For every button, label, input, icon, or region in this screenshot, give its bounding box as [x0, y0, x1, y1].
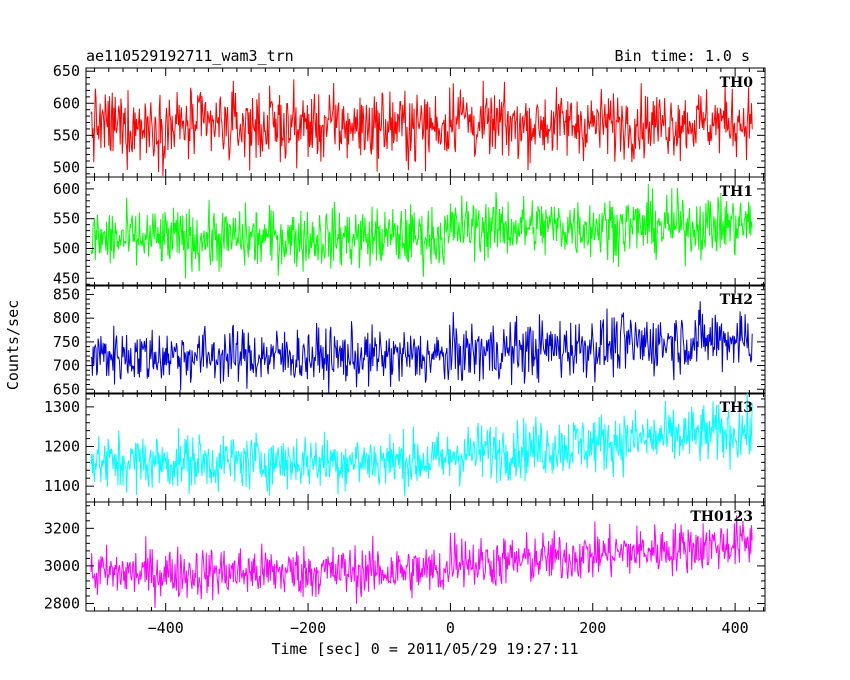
- panel-th1: 450 500 550 600 TH1: [53, 176, 766, 287]
- y-tick-label: 600: [53, 180, 80, 198]
- series-th2-line: [90, 301, 753, 394]
- x-tick-label: −400: [148, 619, 184, 637]
- x-tick-label: −200: [290, 619, 326, 637]
- y-tick-label: 1200: [44, 438, 80, 456]
- y-tick-label: 600: [53, 94, 80, 112]
- x-axis: −400 −200 0 200 400: [148, 619, 749, 637]
- panel-frame: [85, 284, 766, 395]
- y-axis-label: Counts/sec: [4, 300, 22, 390]
- y-tick-label: 2800: [44, 594, 80, 612]
- bin-time-label: Bin time: 1.0 s: [615, 47, 750, 65]
- panel-label-th1: TH1: [720, 184, 753, 200]
- series-th3-line: [90, 393, 753, 497]
- series-th1-line: [90, 183, 753, 279]
- panel-frame: [85, 176, 766, 287]
- panel-frame: [85, 501, 766, 612]
- y-tick-label: 650: [53, 380, 80, 398]
- panel-label-th2: TH2: [720, 292, 753, 308]
- y-tick-label: 550: [53, 210, 80, 228]
- panel-th0123: 2800 3000 3200 TH0123: [44, 501, 766, 612]
- panel-label-th0123: TH0123: [690, 509, 753, 525]
- y-tick-label: 750: [53, 333, 80, 351]
- series-th0123-line: [90, 515, 753, 609]
- y-tick-label: 1100: [44, 477, 80, 495]
- x-axis-label: Time [sec] 0 = 2011/05/29 19:27:11: [271, 640, 578, 658]
- y-tick-label: 850: [53, 285, 80, 303]
- y-tick-label: 550: [53, 126, 80, 144]
- panels-group: 500 550 600 650 TH0 450 500 550 600 TH1 650 700 750 8…: [44, 62, 766, 612]
- series-th0-line: [90, 79, 753, 177]
- y-tick-label: 500: [53, 239, 80, 257]
- x-tick-label: 400: [722, 619, 749, 637]
- y-tick-label: 1300: [44, 398, 80, 416]
- y-tick-label: 3200: [44, 519, 80, 537]
- y-tick-label: 3000: [44, 557, 80, 575]
- x-tick-label: 200: [579, 619, 606, 637]
- panel-th3: 1100 1200 1300 TH3: [44, 392, 766, 503]
- chart-title: ae110529192711_wam3_trn: [86, 47, 294, 65]
- panel-th2: 650 700 750 800 850 TH2: [53, 284, 766, 398]
- y-tick-label: 700: [53, 357, 80, 375]
- y-tick-label: 650: [53, 62, 80, 80]
- panel-label-th0: TH0: [720, 75, 754, 91]
- y-tick-label: 800: [53, 309, 80, 327]
- y-tick-label: 500: [53, 158, 80, 176]
- y-tick-label: 450: [53, 269, 80, 287]
- x-tick-label: 0: [446, 619, 455, 637]
- panel-th0: 500 550 600 650 TH0: [53, 62, 766, 178]
- panel-label-th3: TH3: [720, 400, 753, 416]
